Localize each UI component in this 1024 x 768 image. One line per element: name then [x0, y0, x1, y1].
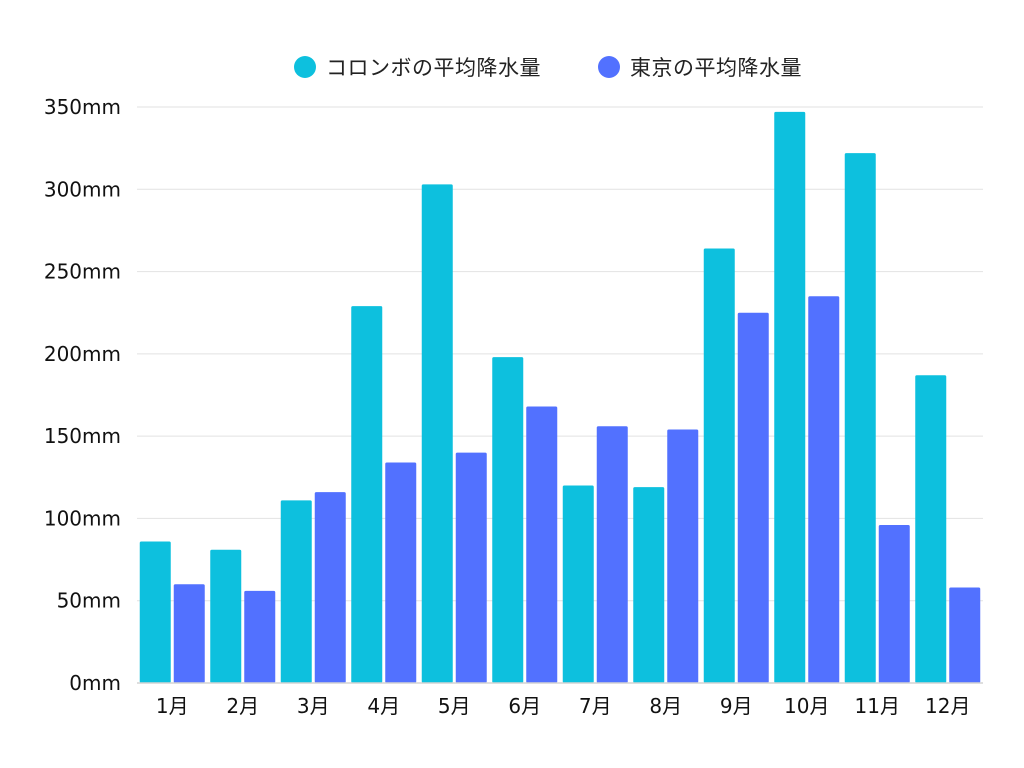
bar-colombo[interactable] — [210, 549, 242, 683]
bar-tokyo[interactable] — [878, 525, 910, 683]
bar-colombo[interactable] — [139, 541, 171, 683]
legend-swatch-tokyo — [598, 56, 620, 78]
y-axis: 0mm 50mm 100mm 150mm 200mm 250mm 300mm 350mm — [44, 95, 121, 695]
bar-colombo[interactable] — [421, 184, 453, 683]
x-tick-label: 10月 — [784, 694, 829, 718]
x-tick-label: 5月 — [438, 694, 471, 718]
x-tick-label: 7月 — [579, 694, 612, 718]
bar-colombo[interactable] — [844, 153, 876, 683]
legend-item-colombo[interactable]: コロンボの平均降水量 — [294, 52, 541, 82]
legend-item-tokyo[interactable]: 東京の平均降水量 — [598, 52, 802, 82]
x-tick-label: 1月 — [156, 694, 189, 718]
bar-tokyo[interactable] — [949, 587, 981, 683]
bar-colombo[interactable] — [915, 375, 947, 683]
y-tick-label: 50mm — [57, 589, 121, 613]
bar-tokyo[interactable] — [808, 296, 840, 683]
bar-colombo[interactable] — [351, 306, 383, 683]
y-tick-label: 100mm — [44, 506, 121, 530]
bar-colombo[interactable] — [633, 487, 665, 683]
bar-colombo[interactable] — [562, 485, 594, 683]
x-tick-label: 3月 — [297, 694, 330, 718]
x-tick-label: 11月 — [855, 694, 900, 718]
bars — [139, 111, 981, 684]
chart-legend: コロンボの平均降水量 東京の平均降水量 — [0, 52, 1024, 82]
gridlines — [137, 106, 983, 602]
bar-colombo[interactable] — [280, 500, 312, 683]
bar-tokyo[interactable] — [385, 462, 417, 683]
y-tick-label: 250mm — [44, 260, 121, 284]
bar-tokyo[interactable] — [173, 584, 205, 683]
legend-label-tokyo: 東京の平均降水量 — [630, 56, 802, 80]
x-tick-label: 2月 — [226, 694, 259, 718]
bar-tokyo[interactable] — [596, 426, 628, 683]
y-tick-label: 200mm — [44, 342, 121, 366]
legend-label-colombo: コロンボの平均降水量 — [326, 56, 541, 80]
bar-tokyo[interactable] — [244, 590, 276, 683]
y-tick-label: 150mm — [44, 424, 121, 448]
x-tick-label: 8月 — [649, 694, 682, 718]
x-tick-label: 4月 — [367, 694, 400, 718]
bar-colombo[interactable] — [703, 248, 735, 683]
bar-tokyo[interactable] — [737, 312, 769, 683]
bar-tokyo[interactable] — [314, 492, 346, 683]
x-tick-label: 12月 — [925, 694, 970, 718]
y-tick-label: 350mm — [44, 95, 121, 119]
y-tick-label: 0mm — [69, 671, 121, 695]
bar-colombo[interactable] — [492, 357, 524, 683]
x-tick-label: 6月 — [508, 694, 541, 718]
bar-colombo[interactable] — [774, 111, 806, 684]
bar-tokyo[interactable] — [526, 406, 558, 683]
x-axis: 1月 2月 3月 4月 5月 6月 7月 8月 9月 10月 11月 12月 — [156, 694, 971, 718]
y-tick-label: 300mm — [44, 177, 121, 201]
bar-tokyo[interactable] — [667, 429, 699, 683]
x-tick-label: 9月 — [720, 694, 753, 718]
bar-tokyo[interactable] — [455, 452, 487, 683]
legend-swatch-colombo — [294, 56, 316, 78]
